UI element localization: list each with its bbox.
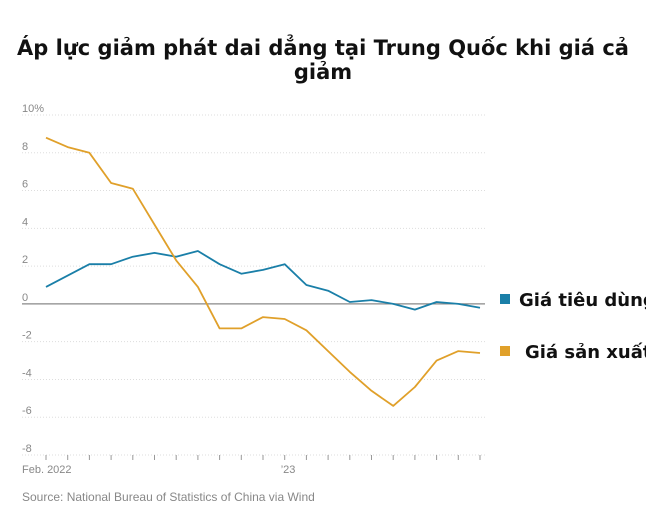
y-tick-label: 10% xyxy=(22,103,44,115)
y-tick-label: -2 xyxy=(22,330,32,342)
y-axis-ticks: 10% 8 6 4 2 0 -2 -4 -6 -8 xyxy=(22,103,44,455)
series-line-cpi xyxy=(45,250,481,311)
x-tick-label: Feb. 2022 xyxy=(22,464,72,476)
y-tick-label: 0 xyxy=(22,292,28,304)
y-tick-label: -8 xyxy=(22,443,32,455)
y-tick-label: -6 xyxy=(22,405,32,417)
y-tick-label: -4 xyxy=(22,367,32,379)
y-tick-label: 2 xyxy=(22,254,28,266)
y-tick-label: 8 xyxy=(22,141,28,153)
legend: Giá tiêu dùng Giá sản xuất xyxy=(500,290,646,363)
legend-swatch-ppi xyxy=(500,346,510,356)
source-note: Source: National Bureau of Statistics of… xyxy=(22,490,315,504)
gridlines xyxy=(22,114,485,456)
legend-swatch-cpi xyxy=(500,294,510,304)
x-tick-label: ’23 xyxy=(281,464,296,476)
series-line-ppi xyxy=(45,136,481,407)
series-lines xyxy=(45,136,481,407)
y-tick-label: 6 xyxy=(22,179,28,191)
legend-label-ppi: Giá sản xuất xyxy=(525,342,646,363)
x-axis-ticks: Feb. 2022 ’23 xyxy=(22,455,481,476)
y-tick-label: 4 xyxy=(22,216,28,228)
chart-title: Áp lực giảm phát dai dẳng tại Trung Quốc… xyxy=(17,36,629,84)
legend-label-cpi: Giá tiêu dùng xyxy=(519,290,646,311)
